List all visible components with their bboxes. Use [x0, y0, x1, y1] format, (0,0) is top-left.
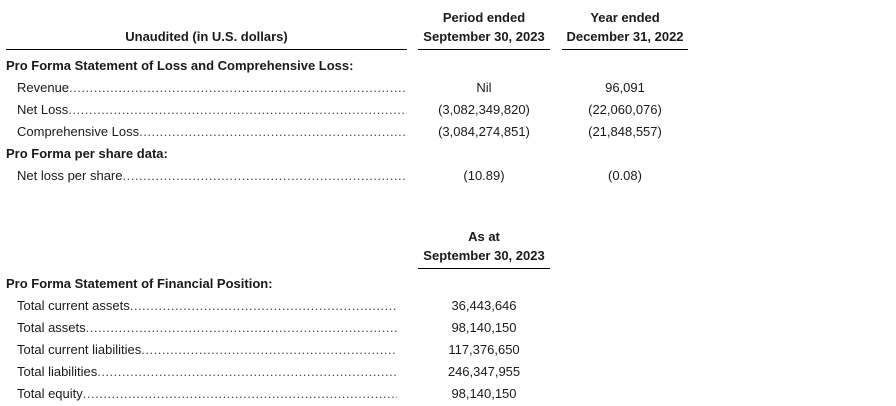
dot-leader — [139, 121, 407, 143]
row-label: Total equity — [17, 386, 83, 401]
loss-table-header-row-2: Unaudited (in U.S. dollars) September 30… — [6, 28, 896, 50]
period-date-heading: September 30, 2023 — [418, 28, 550, 50]
row-label: Total assets — [17, 320, 86, 335]
dot-leader — [86, 317, 397, 339]
dot-leader — [97, 361, 397, 383]
per-share-section-title: Pro Forma per share data: — [6, 146, 168, 161]
as-at-date-heading: September 30, 2023 — [418, 247, 550, 269]
as-at-value: 246,347,955 — [447, 364, 521, 379]
table-row: Comprehensive Loss (3,084,274,851) (21,8… — [6, 121, 896, 143]
header-spacer — [6, 8, 407, 28]
header-spacer — [6, 227, 407, 247]
year-value: (0.08) — [608, 168, 642, 183]
row-label: Net loss per share — [17, 168, 123, 183]
row-label: Net Loss — [17, 102, 69, 117]
row-label: Total current liabilities — [17, 342, 142, 357]
year-value: (21,848,557) — [588, 124, 662, 139]
loss-table-body: Pro Forma Statement of Loss and Comprehe… — [6, 55, 896, 187]
dot-leader — [141, 339, 397, 361]
table-row: Total liabilities 246,347,955 — [6, 361, 896, 383]
header-spacer — [6, 247, 407, 269]
dot-leader — [68, 99, 407, 121]
table-row: Total equity 98,140,150 — [6, 383, 896, 405]
year-date-heading: December 31, 2022 — [562, 28, 688, 50]
as-at-heading: As at — [468, 229, 500, 244]
row-label: Total current assets — [17, 298, 130, 313]
dot-leader — [69, 77, 407, 99]
loss-statement-table: Period ended Year ended Unaudited (in U.… — [6, 8, 896, 187]
row-label: Comprehensive Loss — [17, 124, 140, 139]
dot-leader — [123, 165, 408, 187]
period-value: (10.89) — [463, 168, 505, 183]
dot-leader — [130, 295, 397, 317]
financial-position-section-title: Pro Forma Statement of Financial Positio… — [6, 276, 273, 291]
as-at-date-row: September 30, 2023 — [6, 247, 896, 269]
year-ended-heading: Year ended — [590, 10, 660, 25]
as-at-value: 98,140,150 — [451, 386, 517, 401]
table-row: Total current assets 36,443,646 — [6, 295, 896, 317]
unaudited-heading: Unaudited (in U.S. dollars) — [6, 28, 407, 50]
period-value: (3,082,349,820) — [438, 102, 530, 117]
loss-table-header-row-1: Period ended Year ended — [6, 8, 896, 28]
table-row: Revenue Nil 96,091 — [6, 77, 896, 99]
year-value: 96,091 — [605, 80, 645, 95]
period-value: (3,084,274,851) — [438, 124, 530, 139]
table-row: Net loss per share (10.89) (0.08) — [6, 165, 896, 187]
loss-section-title: Pro Forma Statement of Loss and Comprehe… — [6, 58, 354, 73]
as-at-value: 117,376,650 — [448, 342, 520, 357]
period-value: Nil — [476, 80, 492, 95]
row-label: Revenue — [17, 80, 70, 95]
financial-position-body: Pro Forma Statement of Financial Positio… — [6, 273, 896, 405]
row-label: Total liabilities — [17, 364, 98, 379]
dot-leader — [83, 383, 397, 405]
period-ended-heading: Period ended — [442, 10, 526, 25]
year-value: (22,060,076) — [588, 102, 662, 117]
as-at-value: 98,140,150 — [451, 320, 517, 335]
financial-position-table: As at September 30, 2023 Pro Forma State… — [6, 227, 896, 405]
as-at-value: 36,443,646 — [451, 298, 517, 313]
table-row: Net Loss (3,082,349,820) (22,060,076) — [6, 99, 896, 121]
table-row: Total current liabilities 117,376,650 — [6, 339, 896, 361]
table-row: Total assets 98,140,150 — [6, 317, 896, 339]
as-at-heading-row: As at — [6, 227, 896, 247]
